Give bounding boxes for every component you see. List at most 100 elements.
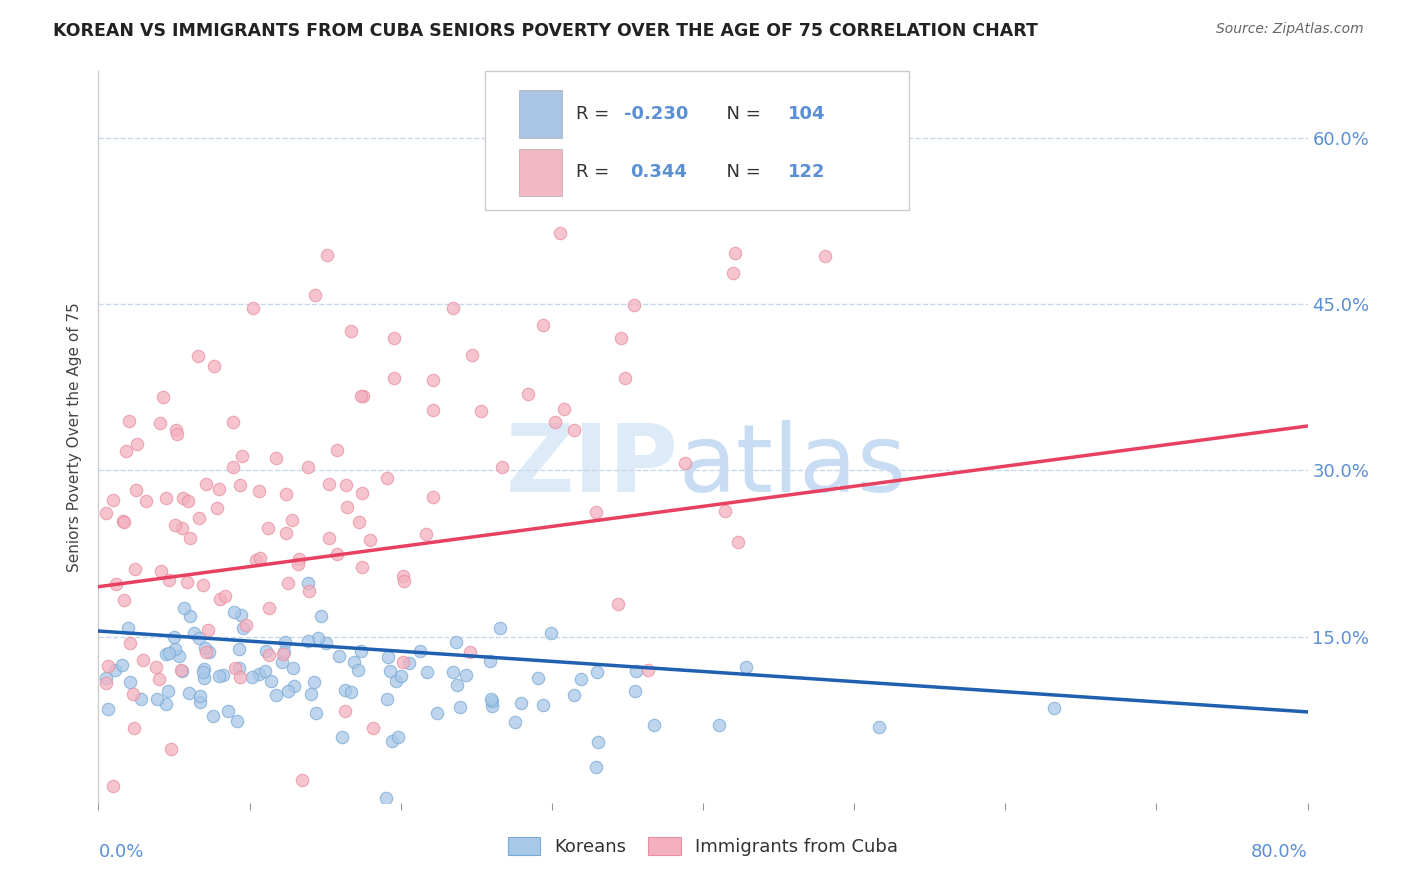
Point — [673, 456, 696, 470]
Point — [446, 678, 468, 692]
Point — [517, 387, 540, 401]
Point — [273, 645, 295, 659]
Point — [422, 403, 444, 417]
Point — [193, 662, 215, 676]
FancyBboxPatch shape — [485, 71, 908, 211]
Point — [205, 501, 228, 516]
Point — [297, 576, 319, 591]
Point — [111, 657, 134, 672]
Point — [868, 720, 890, 734]
Point — [384, 674, 406, 689]
Point — [232, 621, 254, 635]
Point — [188, 694, 211, 708]
Point — [734, 660, 756, 674]
Point — [562, 423, 585, 437]
Point — [148, 672, 170, 686]
Text: N =: N = — [716, 163, 766, 181]
Point — [454, 668, 477, 682]
Point — [94, 507, 117, 521]
Point — [191, 665, 214, 679]
Point — [336, 500, 359, 514]
Point — [197, 623, 219, 637]
Point — [503, 714, 526, 729]
Point — [112, 592, 135, 607]
Point — [253, 664, 276, 678]
Point — [441, 665, 464, 680]
Point — [160, 742, 183, 756]
Point — [193, 671, 215, 685]
Point — [510, 696, 533, 710]
Point — [202, 709, 225, 723]
Point — [245, 552, 267, 566]
Point — [274, 635, 297, 649]
Point — [449, 700, 471, 714]
Point — [125, 436, 148, 450]
Point — [240, 670, 263, 684]
Point — [101, 493, 124, 508]
Point — [103, 779, 125, 793]
Point — [194, 641, 217, 656]
Point — [297, 584, 319, 599]
Point — [214, 589, 236, 603]
Point — [229, 607, 252, 622]
Point — [333, 704, 356, 718]
Point — [226, 714, 249, 728]
Point — [315, 636, 337, 650]
Point — [491, 460, 513, 475]
Point — [316, 248, 339, 262]
Point — [165, 424, 187, 438]
Point — [391, 568, 413, 582]
Point — [228, 478, 250, 492]
Point — [307, 632, 329, 646]
Point — [548, 226, 571, 240]
Point — [328, 648, 350, 663]
Point — [1042, 701, 1064, 715]
Point — [155, 647, 177, 661]
Point — [271, 655, 294, 669]
Point — [291, 772, 314, 787]
Point — [152, 390, 174, 404]
Point — [458, 645, 481, 659]
Point — [166, 427, 188, 442]
Point — [350, 643, 373, 657]
Point — [167, 648, 190, 663]
Point — [606, 597, 628, 611]
Point — [377, 650, 399, 665]
Point — [637, 663, 659, 677]
Point — [228, 642, 250, 657]
Point — [179, 532, 201, 546]
Point — [118, 636, 141, 650]
Point — [122, 721, 145, 735]
Point — [409, 644, 432, 658]
Point — [343, 655, 366, 669]
Point — [97, 702, 120, 716]
Point — [415, 527, 437, 541]
Point — [249, 550, 271, 565]
Text: -0.230: -0.230 — [624, 104, 689, 123]
Point — [280, 513, 302, 527]
Point — [228, 661, 250, 675]
Point — [260, 673, 283, 688]
Point — [392, 574, 415, 588]
Point — [585, 665, 607, 679]
Point — [97, 659, 120, 673]
Point — [305, 706, 328, 720]
Point — [257, 648, 280, 663]
Point — [194, 645, 217, 659]
Bar — [519, 90, 561, 137]
Point — [724, 245, 747, 260]
Point — [204, 359, 226, 373]
Point — [124, 562, 146, 576]
Point — [155, 491, 177, 506]
Point — [562, 688, 585, 702]
Point — [325, 443, 347, 458]
Point — [264, 450, 287, 465]
Point — [350, 485, 373, 500]
Point — [553, 402, 575, 417]
Point — [125, 483, 148, 497]
Point — [94, 672, 117, 686]
Point — [281, 661, 304, 675]
Point — [157, 683, 180, 698]
Text: R =: R = — [576, 163, 621, 181]
Point — [814, 249, 837, 263]
